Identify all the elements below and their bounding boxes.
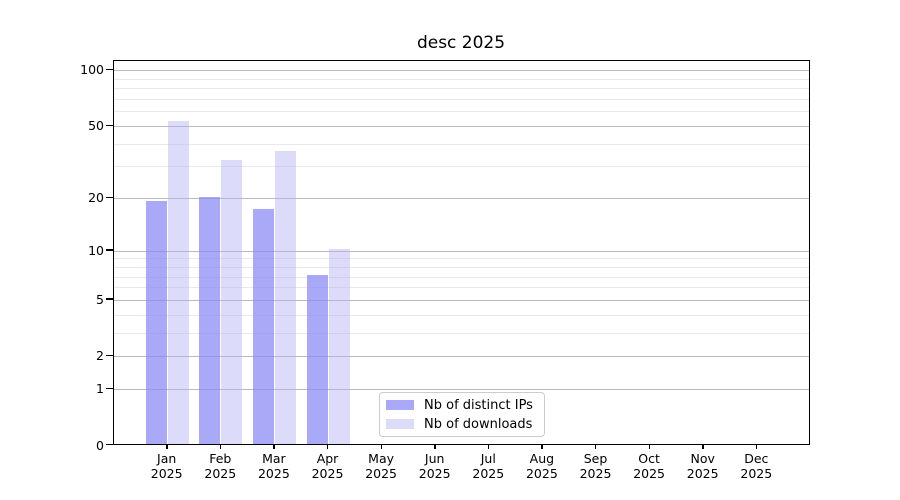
x-tick-label-jul-2025: Jul 2025 [472, 451, 505, 481]
legend-label-distinct-ips: Nb of distinct IPs [424, 397, 533, 413]
x-tick-mark-dec-2025 [755, 445, 758, 449]
gridline-minor-4 [114, 314, 809, 316]
x-tick-mark-jun-2025 [434, 445, 436, 449]
legend-label-downloads: Nb of downloads [424, 416, 533, 432]
y-tick-label-10: 10 [88, 242, 104, 258]
y-tick-label-1: 1 [96, 381, 104, 397]
legend-swatch-downloads [386, 419, 414, 429]
x-tick-mark-oct-2025 [648, 445, 650, 449]
gridline-minor-7 [114, 276, 809, 278]
gridline-minor-9 [114, 258, 809, 260]
y-tick-label-0: 0 [96, 437, 104, 453]
x-tick-label-jun-2025: Jun 2025 [418, 451, 451, 481]
x-tick-label-sep-2025: Sep 2025 [579, 451, 612, 481]
y-tick-mark-100 [106, 68, 113, 71]
x-tick-mark-aug-2025 [541, 445, 543, 449]
gridline-major-100 [114, 70, 809, 72]
y-tick-label-5: 5 [96, 291, 104, 307]
y-tick-mark-1 [106, 387, 113, 390]
x-tick-mark-sep-2025 [595, 445, 597, 449]
y-tick-label-100: 100 [80, 62, 104, 78]
gridline-major-20 [114, 198, 809, 200]
x-tick-mark-nov-2025 [702, 445, 704, 449]
x-tick-label-mar-2025: Mar 2025 [257, 451, 290, 481]
x-tick-label-dec-2025: Dec 2025 [740, 451, 773, 481]
x-tick-mark-jan-2025 [166, 445, 168, 449]
x-tick-label-oct-2025: Oct 2025 [633, 451, 665, 481]
x-tick-label-may-2025: May 2025 [365, 451, 397, 481]
y-tick-mark-2 [106, 354, 113, 357]
gridline-minor-80 [114, 88, 809, 90]
gridline-minor-3 [114, 332, 809, 334]
y-tick-label-50: 50 [88, 118, 104, 133]
legend-item-distinct-ips: Nb of distinct IPs [386, 398, 538, 413]
gridline-minor-60 [114, 111, 809, 113]
y-tick-mark-10 [106, 249, 113, 251]
gridline-minor-8 [114, 266, 809, 268]
gridline-major-1 [114, 389, 809, 391]
gridline-minor-30 [114, 166, 809, 168]
y-tick-mark-5 [106, 298, 113, 300]
gridline-minor-6 [114, 287, 809, 289]
chart-title: desc 2025 [416, 33, 506, 53]
bar-nb-of-downloads-jan-2025 [167, 121, 189, 444]
gridline-minor-90 [114, 78, 809, 80]
bar-nb-of-distinct-ips-apr-2025 [306, 275, 328, 444]
bar-nb-of-downloads-apr-2025 [328, 249, 350, 444]
x-tick-mark-mar-2025 [273, 445, 275, 449]
x-tick-mark-may-2025 [380, 445, 382, 449]
y-tick-label-20: 20 [88, 190, 104, 206]
x-tick-mark-apr-2025 [327, 445, 329, 449]
bar-nb-of-distinct-ips-mar-2025 [252, 209, 274, 444]
gridline-minor-70 [114, 99, 809, 101]
x-tick-label-jan-2025: Jan 2025 [150, 451, 183, 481]
gridline-major-50 [114, 126, 809, 127]
legend-item-downloads: Nb of downloads [386, 417, 538, 432]
y-tick-label-2: 2 [96, 348, 104, 364]
legend-swatch-distinct-ips [386, 400, 414, 410]
gridline-major-2 [114, 356, 809, 358]
gridline-major-10 [114, 250, 809, 252]
plot-area: Nb of distinct IPs Nb of downloads [113, 60, 810, 445]
x-tick-label-feb-2025: Feb 2025 [204, 451, 237, 481]
bar-nb-of-distinct-ips-jan-2025 [145, 200, 167, 444]
bar-nb-of-distinct-ips-feb-2025 [199, 196, 221, 444]
bar-nb-of-downloads-mar-2025 [274, 150, 296, 444]
y-tick-mark-50 [106, 124, 113, 126]
y-tick-mark-20 [106, 196, 113, 198]
gridline-minor-40 [114, 143, 809, 145]
gridline-major-5 [114, 299, 809, 301]
x-tick-label-apr-2025: Apr 2025 [311, 451, 344, 481]
x-tick-label-aug-2025: Aug 2025 [525, 451, 558, 481]
legend: Nb of distinct IPs Nb of downloads [379, 392, 545, 437]
x-tick-label-nov-2025: Nov 2025 [686, 451, 719, 481]
x-tick-mark-jul-2025 [487, 445, 490, 449]
bar-nb-of-downloads-feb-2025 [221, 159, 243, 444]
y-tick-mark-0 [106, 444, 113, 446]
x-tick-mark-feb-2025 [219, 445, 222, 449]
